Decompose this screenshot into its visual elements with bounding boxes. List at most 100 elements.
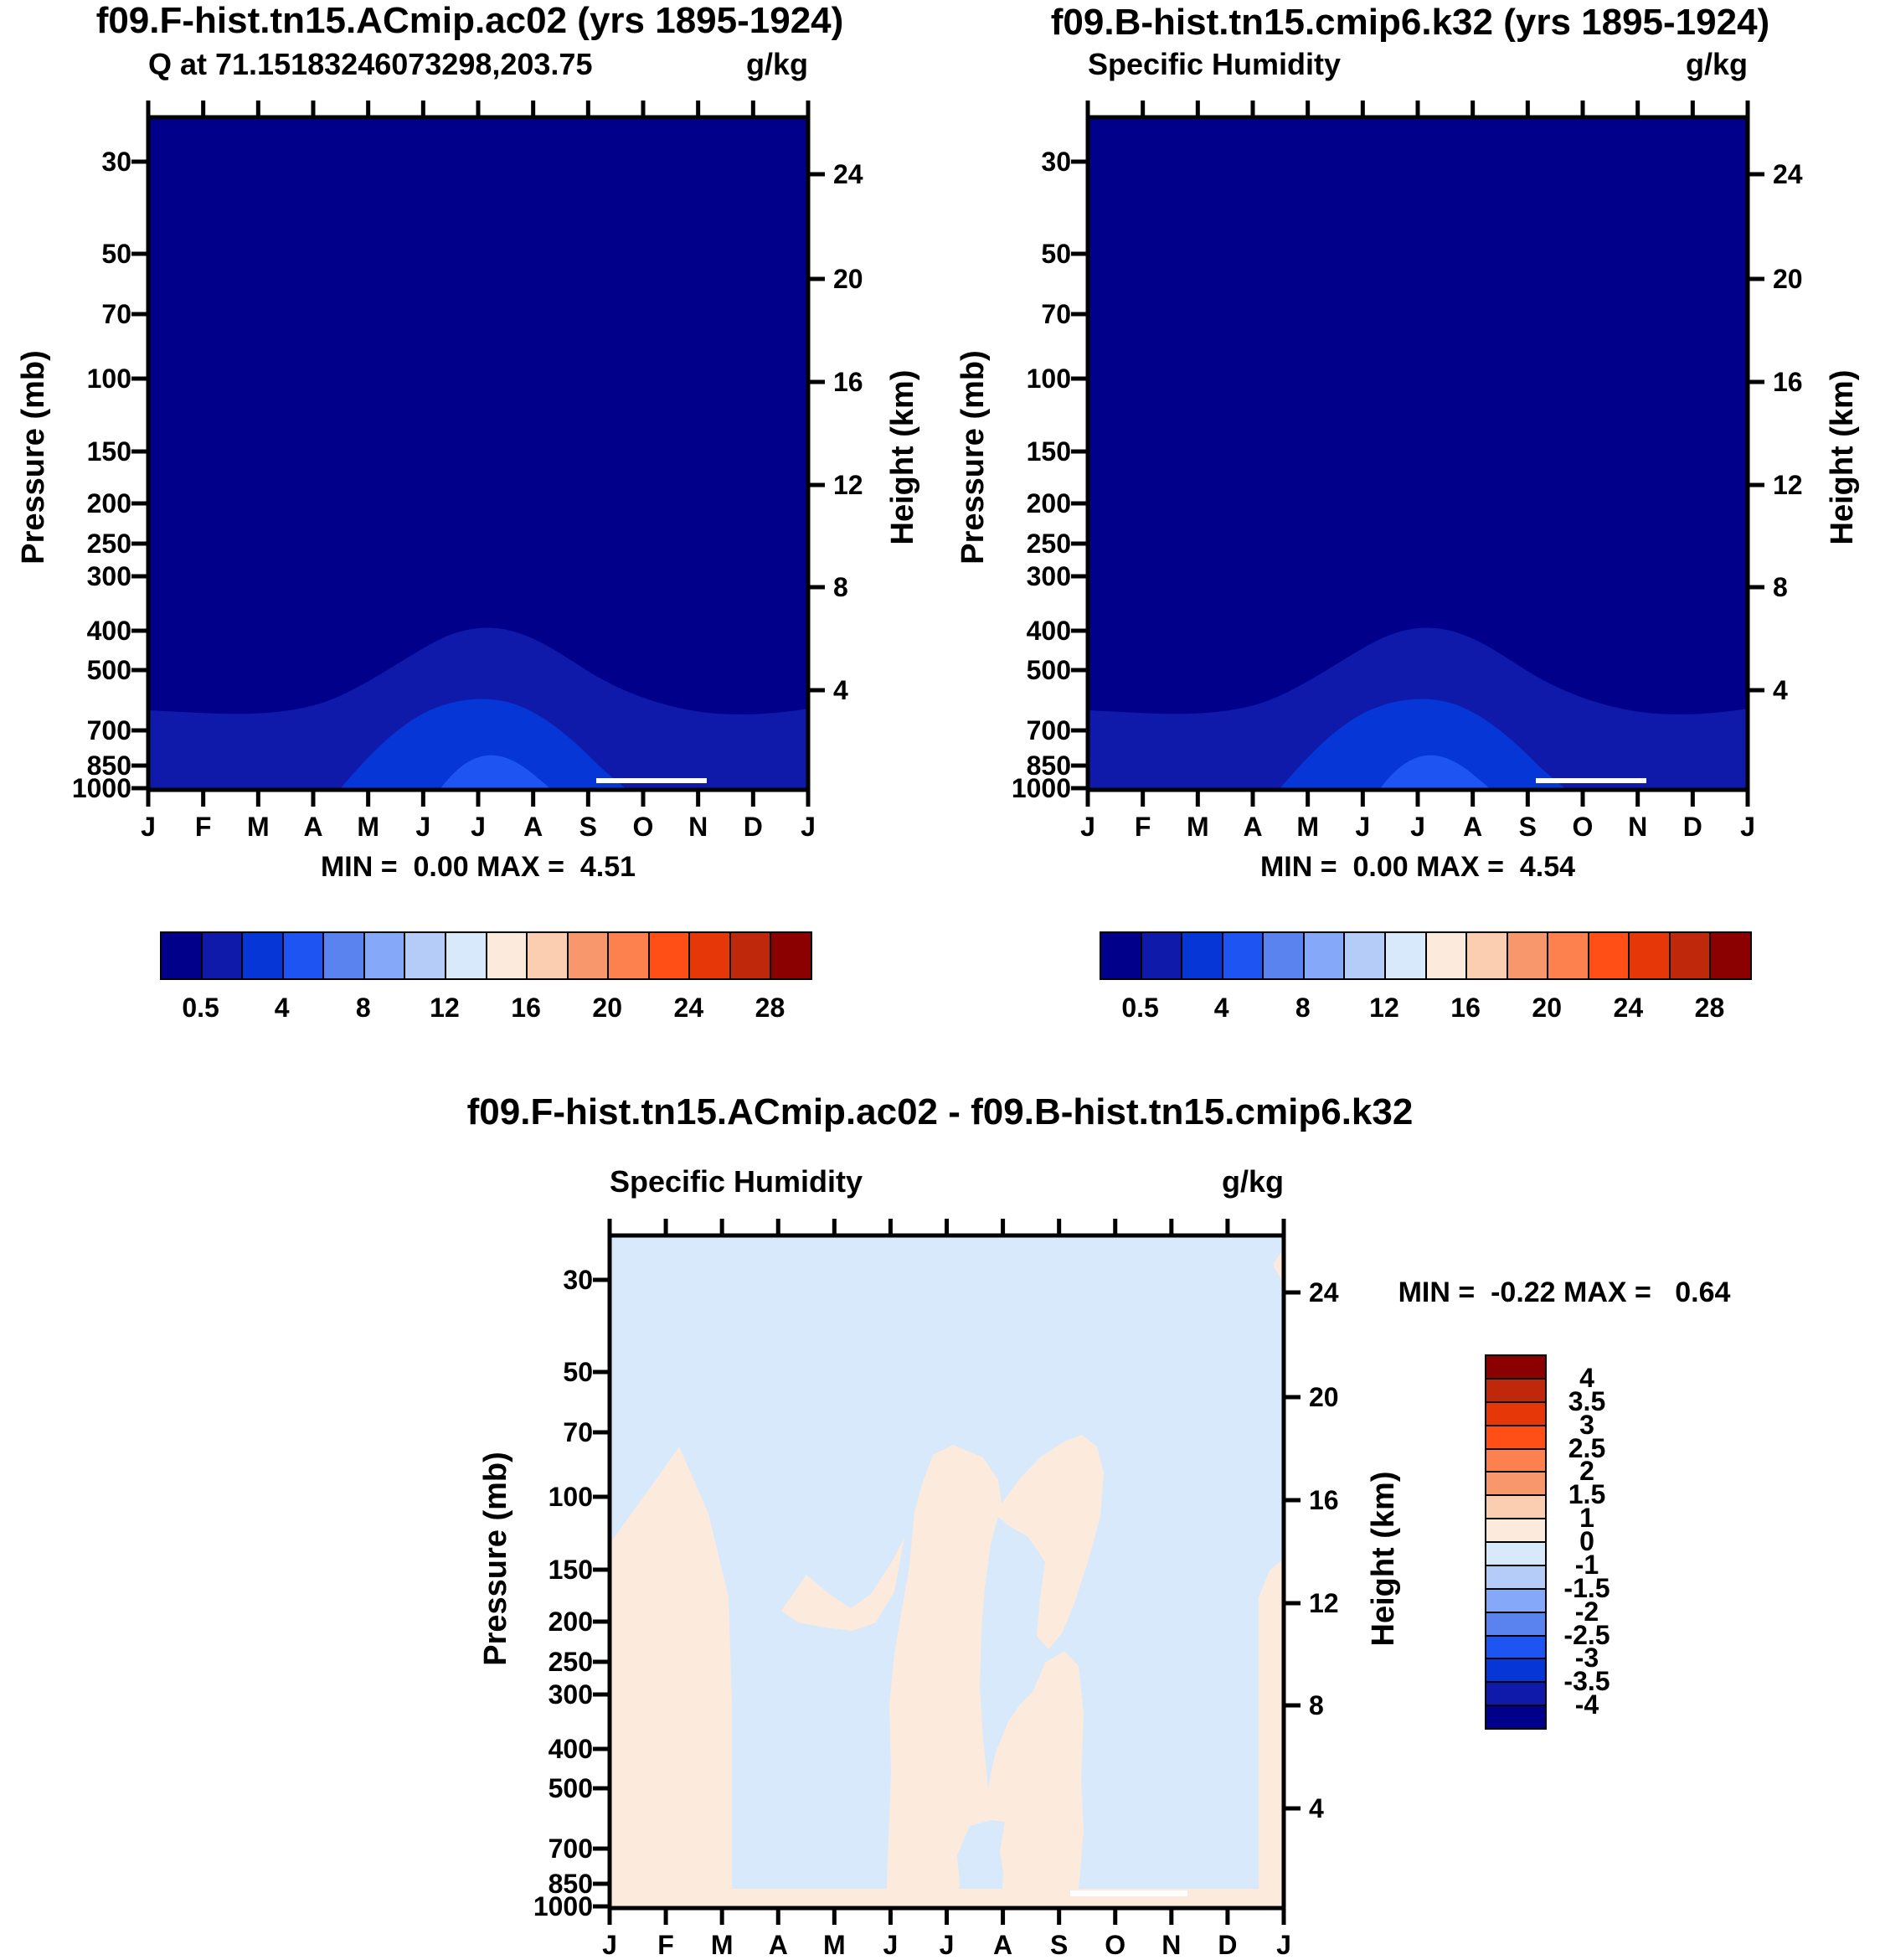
colorbar-label-top-right: 20 bbox=[1532, 993, 1562, 1023]
pressure-label-top-right: 70 bbox=[1041, 299, 1071, 329]
pressure-label-top-left: 200 bbox=[86, 488, 131, 518]
pressure-label-top-left: 850 bbox=[86, 750, 131, 781]
panel-top-right-subtitle-row: Specific Humidity g/kg bbox=[1088, 47, 1748, 82]
colorbar-cell-top-left bbox=[444, 931, 487, 980]
colorbar-cell-top-right bbox=[1587, 931, 1630, 980]
height-label-top-left: 8 bbox=[833, 572, 848, 602]
contour-band-gt4 bbox=[440, 755, 551, 790]
month-label-top-right: J bbox=[1355, 812, 1371, 842]
pressure-label-top-left: 150 bbox=[86, 436, 131, 467]
colorbar-cell-bottom bbox=[1485, 1471, 1547, 1497]
colorbar-cell-top-left bbox=[160, 931, 203, 980]
height-label-top-left: 4 bbox=[833, 675, 848, 705]
colorbar-cell-bottom bbox=[1485, 1634, 1547, 1660]
pressure-label-bottom: 50 bbox=[563, 1357, 593, 1387]
colorbar-cell-top-left bbox=[322, 931, 365, 980]
month-label-bottom: J bbox=[1276, 1930, 1291, 1960]
pressure-label-top-right: 50 bbox=[1041, 239, 1071, 269]
pressure-label-top-right: 700 bbox=[1026, 715, 1071, 745]
month-label-bottom: D bbox=[1218, 1930, 1238, 1960]
colorbar-label-top-left: 28 bbox=[755, 993, 785, 1023]
month-label-top-right: J bbox=[1080, 812, 1095, 842]
panel-bottom-title: f09.F-hist.tn15.ACmip.ac02 - f09.B-hist.… bbox=[466, 1091, 1414, 1132]
colorbar-label-bottom: 3.5 bbox=[1568, 1385, 1606, 1416]
colorbar-label-bottom: -1.5 bbox=[1563, 1572, 1610, 1603]
contour-band-0-1-arch bbox=[997, 1435, 1104, 1649]
month-label-bottom: N bbox=[1161, 1930, 1182, 1960]
colorbar-cell-top-right bbox=[1262, 931, 1305, 980]
colorbar-label-bottom: 4 bbox=[1579, 1362, 1594, 1393]
colorbar-cell-top-right bbox=[1302, 931, 1346, 980]
colorbar-label-top-left: 24 bbox=[673, 993, 704, 1023]
panel-bottom-subtitle-row: Specific Humidity g/kg bbox=[610, 1164, 1284, 1199]
colorbar-label-bottom: -3.5 bbox=[1563, 1666, 1610, 1697]
panel-bottom-minmax: MIN = -0.22 MAX = 0.64 bbox=[1398, 1277, 1731, 1308]
month-label-bottom: J bbox=[939, 1930, 955, 1960]
month-label-top-left: A bbox=[303, 812, 323, 842]
pressure-label-top-left: 50 bbox=[101, 239, 131, 269]
colorbar-label-top-right: 12 bbox=[1369, 993, 1399, 1023]
panel-top-left-title: f09.F-hist.tn15.ACmip.ac02 (yrs 1895-192… bbox=[95, 0, 844, 41]
pressure-label-top-right: 100 bbox=[1026, 364, 1071, 394]
month-label-top-left: M bbox=[247, 812, 270, 842]
colorbar-label-bottom: 2 bbox=[1579, 1456, 1594, 1487]
colorbar-label-bottom: -2 bbox=[1574, 1596, 1599, 1627]
pressure-label-top-right: 400 bbox=[1026, 616, 1071, 646]
colorbar-cell-bottom bbox=[1485, 1587, 1547, 1613]
pressure-label-top-left: 1000 bbox=[71, 773, 131, 803]
pressure-label-bottom: 700 bbox=[548, 1834, 593, 1864]
height-label-bottom: 8 bbox=[1309, 1690, 1324, 1720]
plot-bottom bbox=[593, 1219, 1301, 1925]
colorbar-label-top-left: 4 bbox=[274, 993, 290, 1023]
pressure-label-top-left: 250 bbox=[86, 529, 131, 559]
month-label-bottom: A bbox=[768, 1930, 788, 1960]
colorbar-cell-top-left bbox=[404, 931, 446, 980]
colorbar-label-bottom: -3 bbox=[1574, 1643, 1599, 1674]
contour-band-0-1-right-edge bbox=[1259, 1560, 1284, 1889]
colorbar-cell-bottom bbox=[1485, 1681, 1547, 1707]
colorbar-label-bottom: 2.5 bbox=[1568, 1432, 1606, 1463]
month-label-bottom: F bbox=[657, 1930, 674, 1960]
colorbar-label-bottom: -1 bbox=[1574, 1549, 1599, 1580]
contour-field-top-left bbox=[148, 117, 808, 790]
contour-band-2-4 bbox=[339, 699, 627, 790]
colorbar-cell-top-right bbox=[1465, 931, 1508, 980]
contour-band-0-1-diagonal-blob bbox=[781, 1537, 904, 1631]
panel-bottom-subtitle: Specific Humidity bbox=[610, 1164, 863, 1199]
month-label-top-left: J bbox=[141, 812, 156, 842]
pressure-label-bottom: 100 bbox=[548, 1482, 593, 1512]
colorbar-cell-top-left bbox=[485, 931, 528, 980]
colorbar-cell-top-right bbox=[1709, 931, 1752, 980]
colorbar-label-top-right: 16 bbox=[1450, 993, 1481, 1023]
colorbar-cell-bottom bbox=[1485, 1494, 1547, 1520]
month-label-top-left: J bbox=[801, 812, 816, 842]
pressure-label-top-left: 700 bbox=[86, 715, 131, 745]
colorbar-cell-top-left bbox=[281, 931, 325, 980]
month-label-top-right: J bbox=[1410, 812, 1425, 842]
colorbar-cell-bottom bbox=[1485, 1518, 1547, 1543]
pressure-label-bottom: 250 bbox=[548, 1647, 593, 1677]
colorbar-cell-top-right bbox=[1181, 931, 1223, 980]
month-label-top-left: S bbox=[579, 812, 597, 842]
colorbar-label-top-left: 8 bbox=[355, 993, 371, 1023]
pressure-label-top-left: 30 bbox=[101, 147, 131, 177]
pressure-label-top-right: 850 bbox=[1026, 750, 1071, 781]
colorbar-label-bottom: 1.5 bbox=[1568, 1479, 1606, 1510]
month-label-top-right: F bbox=[1134, 812, 1151, 842]
colorbar-cell-bottom bbox=[1485, 1424, 1547, 1450]
contour-field-bottom bbox=[610, 1235, 1284, 1908]
pressure-label-top-right: 300 bbox=[1026, 561, 1071, 591]
colorbar-label-top-right: 4 bbox=[1213, 993, 1229, 1023]
pressure-label-bottom: 850 bbox=[548, 1869, 593, 1899]
colorbar-cell-top-left bbox=[566, 931, 610, 980]
contour-field-top-right bbox=[1088, 117, 1748, 790]
height-label-top-left: 16 bbox=[833, 367, 863, 397]
panel-top-right-subtitle: Specific Humidity bbox=[1088, 47, 1342, 81]
height-label-top-left: 20 bbox=[833, 264, 863, 294]
height-label-top-left: 24 bbox=[833, 159, 863, 189]
panel-bottom-height-axis-title: Height (km) bbox=[1366, 1471, 1401, 1647]
month-label-top-right: S bbox=[1518, 812, 1537, 842]
pressure-label-top-right: 30 bbox=[1041, 147, 1071, 177]
colorbar-label-top-right: 24 bbox=[1613, 993, 1644, 1023]
colorbar-cell-top-left bbox=[647, 931, 691, 980]
